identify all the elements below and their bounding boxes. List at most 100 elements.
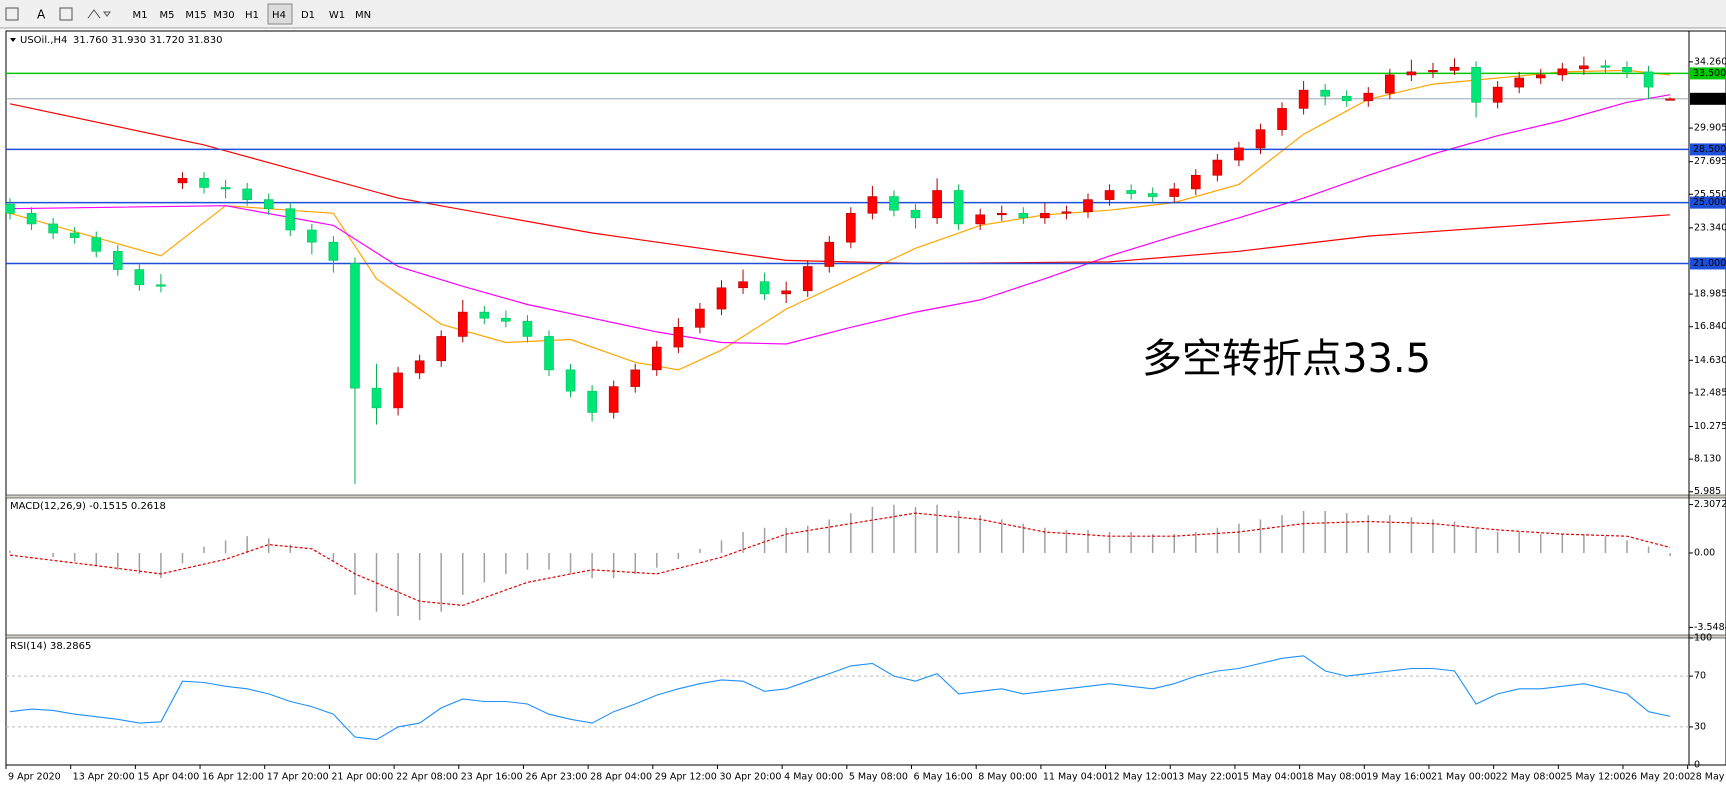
level-label: 21.000 xyxy=(1693,258,1726,269)
x-tick-label: 9 Apr 2020 xyxy=(8,772,61,783)
shapes-icon[interactable] xyxy=(87,9,111,19)
candle-body xyxy=(1126,190,1136,194)
x-tick-label: 17 Apr 20:00 xyxy=(267,772,329,783)
text-label-icon[interactable] xyxy=(59,7,73,21)
active-timeframe xyxy=(267,3,293,25)
crosshair-icon[interactable] xyxy=(5,7,19,21)
level-label-box xyxy=(1690,67,1726,80)
candle-body xyxy=(48,223,58,234)
annotation: 多空转折点33.5 xyxy=(1142,336,1431,382)
y-tick-label: 27.695 xyxy=(1694,156,1726,167)
price-label-box xyxy=(1690,92,1726,105)
candle-body xyxy=(263,199,274,210)
candle-body xyxy=(1514,77,1524,88)
candle-body xyxy=(220,187,231,190)
x-tick-label: 21 Apr 00:00 xyxy=(331,772,393,783)
candle-body xyxy=(1406,71,1417,76)
timeframe-button[interactable]: MN xyxy=(355,10,371,21)
candle-body xyxy=(1341,95,1352,102)
candle-body xyxy=(113,250,123,270)
candle-body xyxy=(307,229,317,243)
timeframe-button[interactable]: M5 xyxy=(160,10,175,21)
candle-body xyxy=(1492,86,1503,103)
timeframe-button[interactable]: M15 xyxy=(185,10,206,21)
indicator-title: MACD(12,26,9) -0.1515 0.2618 xyxy=(10,501,166,512)
x-tick-label: 15 Apr 04:00 xyxy=(137,772,199,783)
y-tick-label: 70 xyxy=(1694,671,1706,682)
candle-body xyxy=(565,369,576,392)
x-tick-label: 21 May 00:00 xyxy=(1431,772,1496,783)
candle-body xyxy=(716,287,727,310)
timeframe-button[interactable]: W1 xyxy=(329,10,345,21)
candle-body xyxy=(328,241,339,261)
candle-body xyxy=(1191,174,1201,190)
candle-body xyxy=(177,178,188,184)
candle-body xyxy=(1234,147,1244,161)
candle-body xyxy=(522,320,533,337)
timeframe-button[interactable]: H4 xyxy=(272,10,286,21)
level-label-box xyxy=(1690,196,1726,209)
candle-body xyxy=(1212,159,1223,176)
candle-body xyxy=(91,237,102,252)
level-label: 28.500 xyxy=(1693,144,1726,155)
x-tick-label: 25 May 12:00 xyxy=(1560,772,1625,783)
text-tool[interactable]: A xyxy=(37,8,46,22)
y-tick-label: 18.985 xyxy=(1694,289,1726,300)
y-tick-label: -3.5484 xyxy=(1694,622,1726,633)
candle-body xyxy=(1471,67,1481,103)
candle-body xyxy=(975,214,986,225)
triangle-icon xyxy=(10,38,16,42)
candle-body xyxy=(242,188,252,200)
candle-body xyxy=(996,212,1007,216)
y-tick-label: 23.340 xyxy=(1694,222,1726,233)
x-tick-label: 29 Apr 12:00 xyxy=(655,772,717,783)
chart-frame xyxy=(5,30,1726,766)
candle-body xyxy=(436,336,447,362)
timeframe-button[interactable]: H1 xyxy=(245,10,259,21)
x-tick-label: 13 Apr 20:00 xyxy=(73,772,135,783)
panel-separator xyxy=(5,634,1726,639)
x-tick-label: 23 Apr 16:00 xyxy=(461,772,523,783)
moving-average xyxy=(9,94,1671,345)
candle-body xyxy=(1320,89,1330,97)
candle-body xyxy=(889,196,899,211)
candle-body xyxy=(1061,211,1072,214)
candle-body xyxy=(199,178,209,188)
candle-body xyxy=(953,190,964,225)
candle-body xyxy=(501,317,511,322)
candle-body xyxy=(932,190,942,219)
signal-line xyxy=(9,512,1671,607)
indicator-title: RSI(14) 38.2865 xyxy=(10,641,91,652)
timeframe-button[interactable]: M1 xyxy=(133,10,148,21)
level-label: 33.500 xyxy=(1693,68,1726,79)
candle-body xyxy=(695,308,705,328)
candle-body xyxy=(1600,65,1611,68)
y-tick-label: 12.485 xyxy=(1694,387,1726,398)
x-tick-label: 12 May 12:00 xyxy=(1108,772,1173,783)
candle-body xyxy=(1104,190,1115,200)
timeframe-button[interactable]: M30 xyxy=(213,10,234,21)
candle-body xyxy=(673,327,684,348)
x-tick-label: 26 May 20:00 xyxy=(1625,772,1690,783)
candle-body xyxy=(1665,98,1675,101)
toolbar-icons xyxy=(5,7,111,21)
candle-body xyxy=(1428,70,1438,73)
candle-body xyxy=(69,232,80,238)
candle-body xyxy=(1643,71,1654,88)
level-label-box xyxy=(1690,143,1726,156)
timeframe-button[interactable]: D1 xyxy=(301,10,315,21)
candle-body xyxy=(1363,92,1374,102)
candle-body xyxy=(1579,65,1589,70)
candle-body xyxy=(781,290,791,295)
candle-body xyxy=(414,360,425,374)
y-tick-label: 100 xyxy=(1694,633,1712,644)
panel-separator xyxy=(5,494,1726,499)
x-tick-label: 15 May 04:00 xyxy=(1237,772,1302,783)
candle-body xyxy=(1040,212,1050,219)
candle-body xyxy=(910,209,921,219)
candle-body xyxy=(846,212,856,243)
x-tick-label: 28 Apr 04:00 xyxy=(590,772,652,783)
x-tick-label: 11 May 04:00 xyxy=(1043,772,1108,783)
y-tick-label: 5.985 xyxy=(1694,486,1721,497)
rsi-line xyxy=(9,655,1671,741)
